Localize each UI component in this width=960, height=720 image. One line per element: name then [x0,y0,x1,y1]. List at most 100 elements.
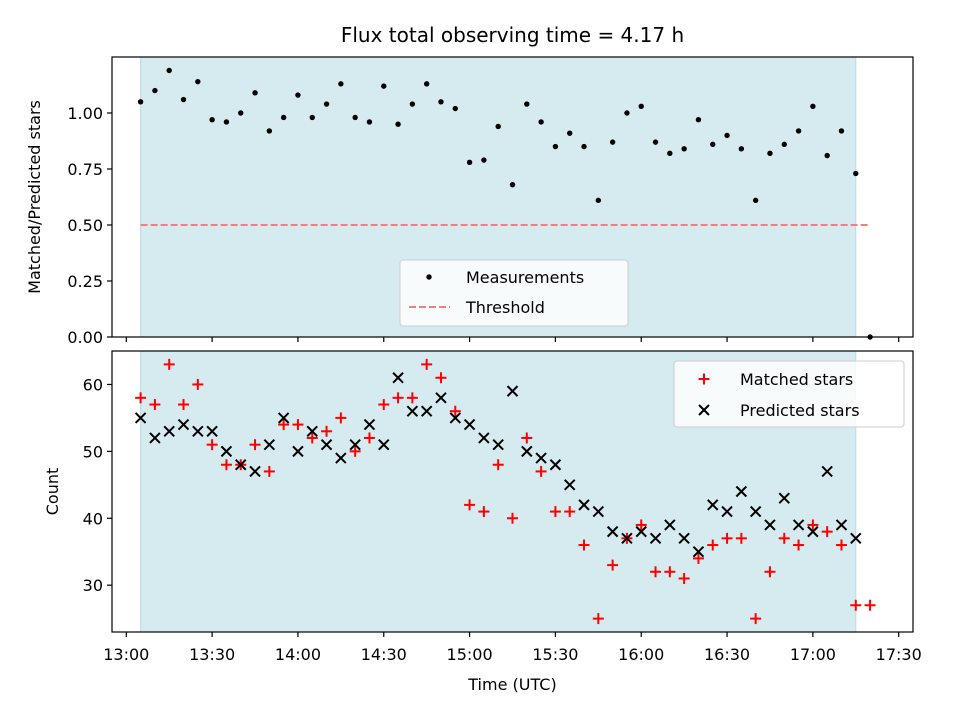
top-y-axis-label: Matched/Predicted stars [25,100,44,294]
matched-star-point [163,358,175,370]
matched-star-point [607,559,619,571]
predicted-star-point [506,385,519,397]
predicted-star-point [392,372,404,384]
top-axes-frame [111,56,914,338]
predicted-star-point [378,438,390,451]
measurement-point [567,130,573,136]
measurement-point [638,103,644,109]
predicted-star-point [320,438,333,451]
xtick-label: 15:30 [532,645,578,664]
predicted-star-point [792,519,805,531]
matched-star-point [793,539,805,551]
measurement-point [166,67,172,74]
measurement-point [509,181,516,188]
predicted-star-point [349,438,361,451]
measurement-point [223,119,230,125]
matched-star-point [192,378,204,390]
matched-star-point [378,399,390,411]
matched-star-point [449,405,461,417]
matched-star-point [721,532,733,544]
matched-star-point [764,566,776,578]
predicted-star-point [306,425,318,437]
legend-label-predicted-stars: Predicted stars [740,401,860,420]
matched-star-point [249,439,261,451]
matched-star-point [421,358,433,370]
predicted-star-point [192,425,204,437]
xtick-label: 17:30 [876,645,922,664]
xtick-label: 13:00 [103,645,149,664]
xtick-label: 14:30 [361,645,407,664]
top-ytick-label: 0.25 [67,272,103,291]
predicted-star-point [721,505,733,518]
measurement-point [481,157,487,163]
predicted-star-point [549,459,562,471]
measurement-point [209,117,215,123]
predicted-star-point [564,479,576,491]
measurement-point [438,99,444,105]
top-ytick-label: 1.00 [67,104,103,123]
top-ytick-label: 0.75 [67,160,103,179]
bottom-axes-frame [111,350,914,633]
bottom-ytick-label: 40 [83,509,103,528]
predicted-star-point [292,445,304,458]
predicted-star-point [521,445,533,458]
measurement-point [795,128,802,134]
measurement-point [309,114,315,121]
measurement-point [238,110,244,116]
measurement-point [695,117,702,123]
predicted-star-point [363,418,376,431]
measurement-point [752,197,759,204]
measurement-point [180,96,187,103]
matched-star-point [821,526,833,538]
matched-star-point [349,445,361,457]
measurement-point [266,128,273,134]
measurement-point [767,150,773,157]
predicted-star-point [749,505,762,518]
xtick-label: 13:30 [189,645,235,664]
measurement-point [452,105,458,112]
top-legend: Measurements Threshold [399,259,629,327]
predicted-star-point [335,452,347,464]
matched-star-point [220,459,232,471]
measurement-point [738,146,745,152]
predicted-star-point [492,438,504,451]
top-ytick-label: 0.50 [67,216,103,235]
measurement-point [810,103,816,109]
matched-star-point [735,532,747,544]
measurement-point [423,81,430,87]
predicted-star-point [635,525,647,538]
bottom-legend: Matched stars Predicted stars [673,360,905,428]
predicted-star-point [463,418,476,431]
matched-star-point [778,532,790,544]
legend-marker-measurements [426,274,432,280]
matched-star-point [678,572,690,584]
measurement-point [710,141,716,148]
predicted-star-point [649,532,662,545]
matched-star-point [850,599,862,611]
predicted-star-point [535,452,547,464]
predicted-star-point [835,519,848,531]
predicted-star-point [277,412,290,424]
matched-star-point [692,552,704,564]
measurement-point [395,121,401,127]
bottom-ytick-label: 30 [83,576,103,595]
matched-star-point [263,465,275,477]
matched-star-point [535,465,547,477]
predicted-star-point [406,405,419,417]
xtick-label: 14:00 [275,645,321,664]
matched-star-point [521,432,533,444]
measurement-point [524,101,530,107]
measurement-point [838,128,845,134]
top-legend-box [399,259,629,327]
legend-marker-matched-stars [698,373,710,385]
measurement-point [853,170,859,177]
measurement-point [466,159,473,165]
measurement-point [137,99,144,105]
xtick-label: 17:00 [790,645,836,664]
predicted-star-point [235,459,247,471]
predicted-star-point [420,405,433,417]
matched-star-point [363,432,375,444]
matched-star-point [592,613,604,625]
matched-star-point [492,459,504,471]
matched-star-point [392,392,404,404]
